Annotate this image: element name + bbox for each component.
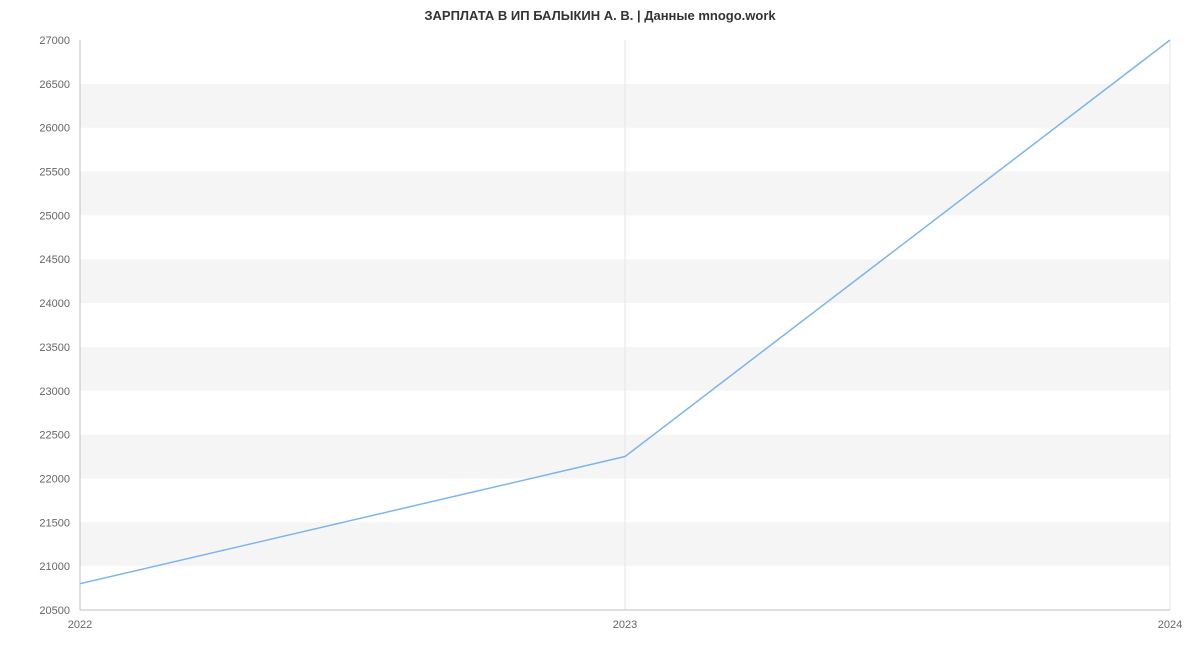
y-tick-label: 27000 — [39, 35, 70, 47]
y-tick-label: 21500 — [39, 517, 70, 529]
y-tick-label: 22500 — [39, 430, 70, 442]
x-tick-label: 2024 — [1158, 619, 1182, 631]
chart-svg: 20500 21000 21500 22000 22500 23000 23500 24000… — [0, 0, 1200, 650]
y-tick-label: 24500 — [39, 254, 70, 266]
x-tick-label: 2023 — [613, 619, 637, 631]
chart-title: ЗАРПЛАТА В ИП БАЛЫКИН А. В. | Данные mno… — [0, 8, 1200, 23]
x-tick-label: 2022 — [68, 619, 92, 631]
y-tick-label: 21000 — [39, 561, 70, 573]
y-tick-label: 23500 — [39, 342, 70, 354]
y-tick-label: 25000 — [39, 210, 70, 222]
y-tick-label: 23000 — [39, 386, 70, 398]
chart-container: ЗАРПЛАТА В ИП БАЛЫКИН А. В. | Данные mno… — [0, 0, 1200, 650]
y-tick-label: 24000 — [39, 298, 70, 310]
y-tick-label: 22000 — [39, 473, 70, 485]
y-tick-label: 26000 — [39, 123, 70, 135]
y-tick-label: 26500 — [39, 79, 70, 91]
y-tick-label: 25500 — [39, 167, 70, 179]
y-tick-label: 20500 — [39, 605, 70, 617]
